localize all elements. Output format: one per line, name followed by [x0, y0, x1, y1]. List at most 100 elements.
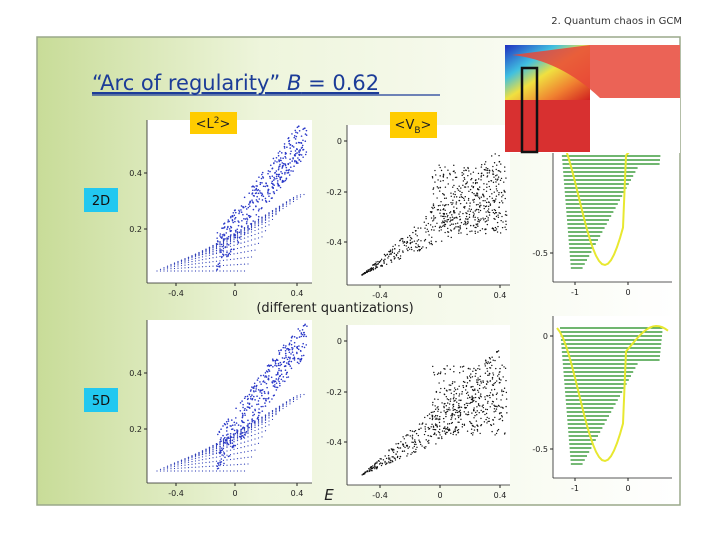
dot [247, 450, 249, 452]
dot [398, 250, 400, 253]
dot [274, 361, 277, 363]
dot [191, 457, 193, 459]
dot [492, 419, 494, 421]
dot [236, 431, 238, 433]
dot [212, 248, 214, 250]
dot [430, 217, 433, 219]
dot [229, 264, 232, 266]
dot [194, 266, 197, 268]
dot [444, 411, 447, 414]
dot [458, 230, 460, 232]
dot [444, 223, 446, 226]
dot [261, 182, 263, 184]
dot [219, 244, 221, 246]
dot [402, 242, 404, 244]
dot [471, 177, 473, 180]
dot [184, 262, 186, 264]
dot [446, 177, 448, 179]
dot [415, 451, 417, 453]
dot [465, 218, 467, 220]
dot [447, 204, 449, 206]
dot [436, 424, 438, 426]
dot [289, 403, 291, 405]
dot [472, 432, 474, 434]
dot [268, 420, 270, 422]
dot [247, 256, 249, 258]
dot [409, 435, 411, 437]
dot [429, 417, 431, 420]
dot [261, 236, 263, 238]
dot [466, 414, 468, 416]
dot [471, 191, 473, 194]
dot [431, 236, 433, 238]
dot [278, 353, 281, 355]
dot [201, 470, 204, 472]
dot [439, 372, 442, 375]
dot [284, 365, 286, 367]
dot [242, 213, 244, 216]
dot [396, 446, 399, 449]
dot [432, 226, 434, 228]
dot [446, 410, 449, 413]
dot [271, 210, 274, 212]
dot [257, 400, 260, 402]
dot [487, 374, 489, 377]
dot [416, 246, 418, 249]
dot [447, 183, 449, 185]
dot [487, 420, 489, 423]
dot [243, 431, 246, 433]
dot [378, 463, 381, 465]
dot [378, 460, 380, 462]
dot [450, 432, 452, 435]
dot [208, 454, 211, 456]
dot [205, 470, 207, 472]
dot [401, 240, 404, 242]
dot [443, 393, 446, 395]
dot [296, 132, 299, 134]
dot [412, 231, 414, 234]
dot [485, 383, 488, 385]
dot [254, 189, 256, 191]
dot [495, 380, 498, 382]
dot [396, 451, 399, 453]
x-tick-label: 0.4 [494, 491, 507, 500]
dot [488, 357, 491, 359]
dot [501, 364, 503, 366]
dot [495, 168, 497, 171]
dot [237, 224, 240, 227]
dot [464, 195, 466, 198]
dot [478, 211, 480, 213]
dot [461, 366, 464, 368]
dot [208, 265, 211, 267]
dot [284, 352, 287, 355]
dot [446, 426, 449, 429]
dot [456, 388, 459, 390]
dot [472, 214, 475, 217]
dot [272, 179, 275, 181]
dot [265, 399, 267, 402]
dot [237, 424, 240, 426]
dot [464, 220, 466, 223]
dot [243, 451, 246, 453]
dot [502, 407, 504, 409]
dot [208, 257, 211, 259]
dot [479, 229, 481, 232]
dot [231, 428, 234, 430]
dot [486, 176, 488, 178]
dot [495, 229, 497, 232]
dot [191, 270, 193, 272]
dot [233, 438, 235, 440]
label-text: <L [196, 117, 215, 132]
dot [439, 209, 442, 211]
dot [219, 438, 222, 441]
dot [254, 429, 256, 432]
dot [457, 415, 459, 417]
dot [184, 260, 186, 262]
dot [254, 438, 256, 440]
dot [208, 461, 211, 463]
dot [268, 375, 270, 377]
dot [387, 454, 390, 457]
dot [222, 244, 225, 247]
dot [279, 178, 282, 181]
dot [299, 396, 302, 398]
